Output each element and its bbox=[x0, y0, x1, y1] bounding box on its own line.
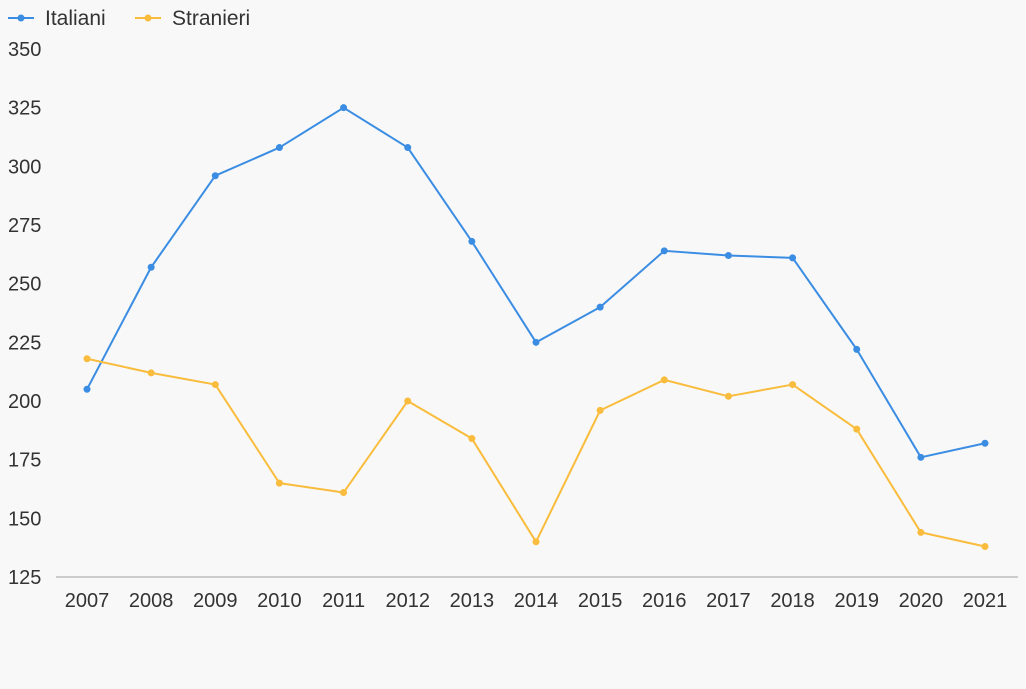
y-axis: 125 150 175 200 225 250 275 300 325 350 bbox=[8, 39, 41, 589]
series-line-stranieri bbox=[86, 357, 986, 548]
data-point-stranieri[interactable] bbox=[596, 406, 604, 414]
x-tick-label: 2016 bbox=[642, 590, 687, 612]
x-tick-label: 2012 bbox=[385, 590, 430, 612]
x-tick-label: 2007 bbox=[65, 590, 110, 612]
x-tick-label: 2020 bbox=[899, 590, 944, 612]
data-point-italiani[interactable] bbox=[660, 247, 668, 255]
legend-marker bbox=[17, 14, 25, 22]
data-point-italiani[interactable] bbox=[532, 338, 540, 346]
x-tick-label: 2011 bbox=[322, 590, 365, 612]
series-line-italiani bbox=[86, 106, 986, 459]
data-point-italiani[interactable] bbox=[789, 254, 797, 262]
data-point-italiani[interactable] bbox=[468, 237, 476, 245]
x-tick-label: 2019 bbox=[834, 590, 879, 612]
data-point-stranieri[interactable] bbox=[981, 542, 989, 550]
data-point-italiani[interactable] bbox=[404, 144, 412, 152]
y-tick-label: 175 bbox=[8, 450, 41, 472]
data-point-stranieri[interactable] bbox=[532, 538, 540, 546]
data-point-italiani[interactable] bbox=[340, 104, 348, 112]
y-tick-label: 275 bbox=[8, 215, 41, 237]
data-point-stranieri[interactable] bbox=[404, 397, 412, 405]
data-point-stranieri[interactable] bbox=[275, 479, 283, 487]
data-point-stranieri[interactable] bbox=[211, 381, 219, 389]
x-axis: 2007 2008 2009 2010 2011 2012 2013 2014 2015 2016… bbox=[56, 576, 1018, 612]
series-stranieri bbox=[83, 355, 989, 550]
x-tick-label: 2013 bbox=[450, 590, 495, 612]
data-point-italiani[interactable] bbox=[853, 345, 861, 353]
data-point-italiani[interactable] bbox=[724, 252, 732, 260]
data-point-stranieri[interactable] bbox=[83, 355, 91, 363]
y-tick-label: 350 bbox=[8, 39, 41, 61]
data-point-italiani[interactable] bbox=[147, 263, 155, 271]
data-point-italiani[interactable] bbox=[981, 439, 989, 447]
data-point-italiani[interactable] bbox=[83, 385, 91, 393]
x-tick-label: 2015 bbox=[578, 590, 623, 612]
x-tick-label: 2018 bbox=[770, 590, 815, 612]
legend: Italiani Stranieri bbox=[8, 7, 250, 30]
y-tick-label: 325 bbox=[8, 98, 41, 120]
y-tick-label: 250 bbox=[8, 274, 41, 296]
data-point-stranieri[interactable] bbox=[340, 489, 348, 497]
y-tick-label: 125 bbox=[8, 567, 41, 589]
x-tick-label: 2017 bbox=[706, 590, 751, 612]
data-point-stranieri[interactable] bbox=[147, 369, 155, 377]
y-tick-label: 150 bbox=[8, 508, 41, 530]
data-point-stranieri[interactable] bbox=[724, 392, 732, 400]
x-tick-label: 2009 bbox=[193, 590, 238, 612]
x-tick-label: 2010 bbox=[257, 590, 302, 612]
data-point-stranieri[interactable] bbox=[468, 435, 476, 443]
data-point-stranieri[interactable] bbox=[853, 425, 861, 433]
y-tick-label: 225 bbox=[8, 332, 41, 354]
data-point-italiani[interactable] bbox=[596, 303, 604, 311]
data-point-italiani[interactable] bbox=[917, 453, 925, 461]
y-tick-label: 300 bbox=[8, 156, 41, 178]
x-tick-label: 2021 bbox=[963, 590, 1008, 612]
y-tick-label: 200 bbox=[8, 391, 41, 413]
data-point-stranieri[interactable] bbox=[917, 528, 925, 536]
legend-label: Italiani bbox=[45, 7, 106, 30]
legend-label: Stranieri bbox=[172, 7, 250, 30]
legend-item-italiani[interactable]: Italiani bbox=[8, 7, 106, 30]
data-point-stranieri[interactable] bbox=[789, 381, 797, 389]
data-point-italiani[interactable] bbox=[211, 172, 219, 180]
data-point-stranieri[interactable] bbox=[660, 376, 668, 384]
x-tick-label: 2008 bbox=[129, 590, 174, 612]
data-point-italiani[interactable] bbox=[275, 144, 283, 152]
series-italiani bbox=[83, 104, 989, 461]
x-tick-label: 2014 bbox=[514, 590, 559, 612]
legend-marker bbox=[144, 14, 152, 22]
legend-item-stranieri[interactable]: Stranieri bbox=[135, 7, 250, 30]
series-layer bbox=[83, 104, 989, 550]
